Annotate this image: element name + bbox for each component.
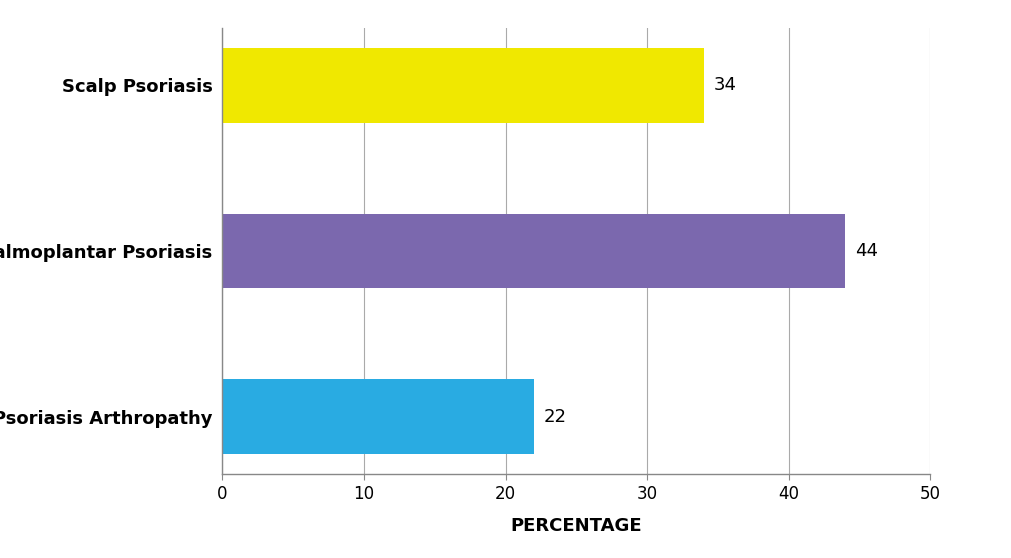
Bar <box>222 214 845 288</box>
Text: 22: 22 <box>544 408 567 426</box>
Text: 44: 44 <box>855 242 879 260</box>
Text: 34: 34 <box>714 76 737 94</box>
Bar <box>222 48 704 123</box>
Bar <box>222 379 534 454</box>
X-axis label: PERCENTAGE: PERCENTAGE <box>511 517 642 535</box>
